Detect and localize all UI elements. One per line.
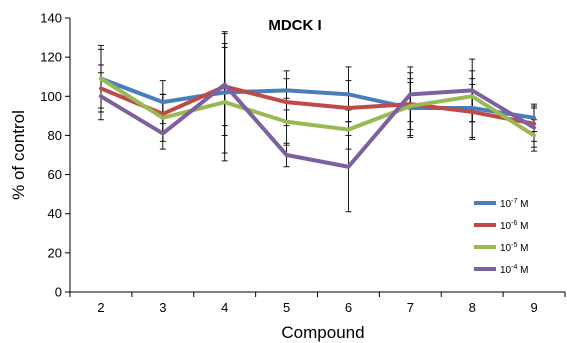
- x-tick-label: 4: [221, 300, 228, 315]
- y-tick-label: 140: [40, 11, 62, 26]
- legend: 10-7 M 10-6 M 10-5 M 10-4 M: [474, 198, 528, 276]
- x-tick-label: 6: [345, 300, 352, 315]
- legend-label: 10-7 M: [500, 198, 528, 210]
- y-tick-label: 40: [48, 206, 62, 221]
- legend-item: 10-5 M: [474, 242, 528, 254]
- y-axis-title: % of control: [9, 110, 28, 200]
- series-lines: [98, 76, 537, 169]
- legend-item: 10-6 M: [474, 220, 528, 232]
- y-tick-label: 100: [40, 89, 62, 104]
- x-axis: 2 3 4 5 6 7 8 9: [69, 291, 566, 315]
- legend-label: 10-6 M: [500, 220, 528, 232]
- x-tick-label: 2: [97, 300, 104, 315]
- y-tick-label: 60: [48, 167, 62, 182]
- legend-item: 10-7 M: [474, 198, 528, 210]
- y-tick-label: 80: [48, 128, 62, 143]
- legend-item: 10-4 M: [474, 264, 528, 276]
- x-tick-label: 5: [283, 300, 290, 315]
- series-line: [98, 76, 537, 120]
- y-tick-label: 0: [55, 285, 62, 300]
- series-line: [98, 76, 537, 138]
- series-line: [98, 82, 537, 169]
- series-line: [98, 84, 537, 126]
- x-axis-title: Compound: [281, 323, 364, 342]
- legend-label: 10-5 M: [500, 242, 528, 254]
- x-tick-label: 7: [407, 300, 414, 315]
- x-tick-label: 8: [469, 300, 476, 315]
- y-tick-label: 120: [40, 50, 62, 65]
- chart-title: MDCK I: [268, 17, 321, 34]
- y-axis: 0 20 40 60 80 100 120 140: [40, 11, 71, 300]
- y-tick-label: 20: [48, 245, 62, 260]
- legend-label: 10-4 M: [500, 264, 528, 276]
- x-tick-label: 9: [530, 300, 537, 315]
- error-bars: [97, 31, 538, 213]
- x-tick-label: 3: [159, 300, 166, 315]
